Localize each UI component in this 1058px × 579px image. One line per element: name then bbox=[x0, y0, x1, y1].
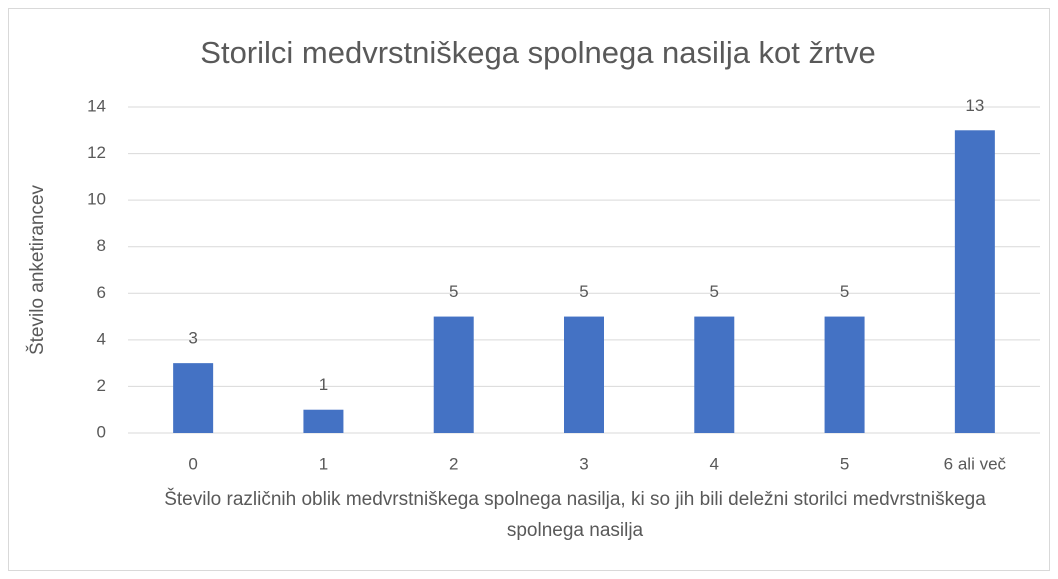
chart-title: Storilci medvrstniškega spolnega nasilja… bbox=[200, 35, 875, 70]
y-tick-label: 12 bbox=[87, 143, 106, 162]
x-axis-label: Število različnih oblik medvrstniškega s… bbox=[164, 489, 986, 541]
x-tick-label: 5 bbox=[840, 454, 849, 473]
data-label: 5 bbox=[840, 282, 849, 301]
x-tick-label: 2 bbox=[449, 454, 458, 473]
data-label: 5 bbox=[449, 282, 458, 301]
x-tick-label: 1 bbox=[319, 454, 328, 473]
x-tick-label: 3 bbox=[579, 454, 588, 473]
bar bbox=[173, 363, 214, 433]
y-tick-label: 10 bbox=[87, 190, 106, 209]
bar bbox=[303, 409, 344, 433]
y-tick-label: 8 bbox=[97, 236, 106, 255]
y-tick-label: 2 bbox=[97, 376, 106, 395]
y-tick-label: 4 bbox=[97, 329, 106, 348]
y-tick-label: 6 bbox=[97, 283, 106, 302]
data-label: 13 bbox=[965, 96, 984, 115]
data-label: 1 bbox=[319, 375, 328, 394]
bar bbox=[564, 316, 604, 433]
bar bbox=[694, 316, 735, 433]
data-label: 5 bbox=[579, 282, 588, 301]
bar bbox=[433, 316, 474, 433]
chart-frame bbox=[8, 8, 1050, 571]
bar bbox=[954, 130, 995, 434]
data-label: 3 bbox=[188, 329, 197, 348]
y-tick-label: 14 bbox=[87, 96, 106, 115]
y-axis-label: Število anketirancev bbox=[26, 184, 48, 355]
y-tick-label: 0 bbox=[97, 422, 106, 441]
x-tick-label: 0 bbox=[188, 454, 197, 473]
bar bbox=[824, 316, 865, 433]
data-label: 5 bbox=[710, 282, 719, 301]
x-tick-label: 4 bbox=[710, 454, 719, 473]
x-tick-label: 6 ali več bbox=[944, 454, 1007, 473]
